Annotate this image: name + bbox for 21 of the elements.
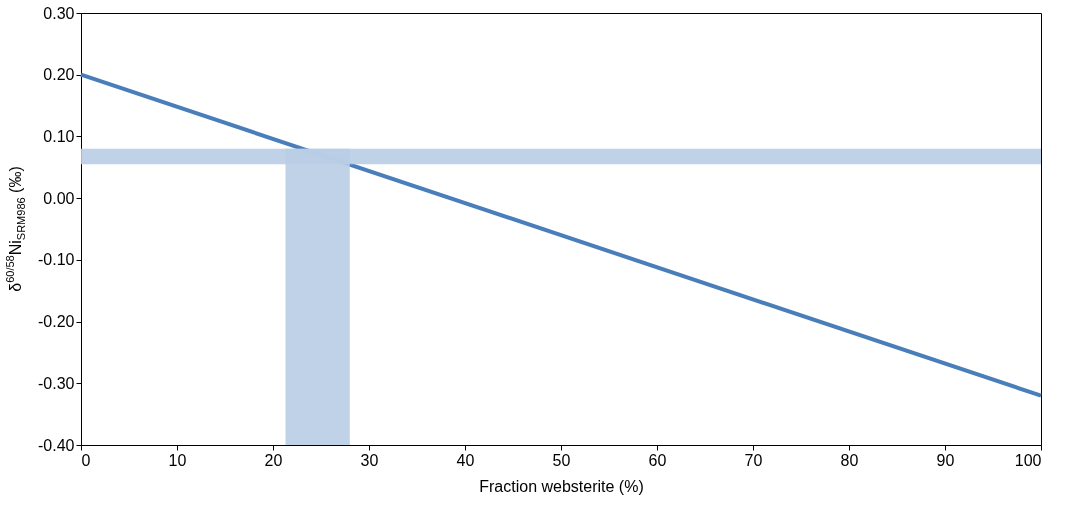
y-tick-label: -0.40	[38, 436, 75, 454]
x-tick-label: 20	[264, 451, 283, 469]
x-tick-label: 90	[936, 451, 955, 469]
y-tick-label: 0.20	[43, 66, 75, 84]
x-tick-label: 60	[648, 451, 667, 469]
x-axis-title: Fraction websterite (%)	[479, 477, 644, 495]
x-tick-label: 100	[1014, 451, 1042, 469]
y-axis-title: δ60/58NiSRM986 (‰)	[4, 166, 27, 292]
x-tick-label: 30	[360, 451, 379, 469]
y-tick-label: -0.20	[38, 313, 75, 331]
y-tick-label: 0.10	[43, 127, 75, 145]
x-tick-label: 70	[744, 451, 763, 469]
x-tick-label: 50	[552, 451, 571, 469]
y-tick-label: 0.30	[43, 4, 75, 22]
y-tick-label: -0.10	[38, 251, 75, 269]
x-tick-label: 10	[168, 451, 187, 469]
y-tick-label: -0.30	[38, 374, 75, 392]
x-tick-label: 40	[456, 451, 475, 469]
x-tick-label: 0	[81, 451, 91, 469]
x-tick-label: 80	[840, 451, 859, 469]
y-tick-label: 0.00	[43, 189, 75, 207]
